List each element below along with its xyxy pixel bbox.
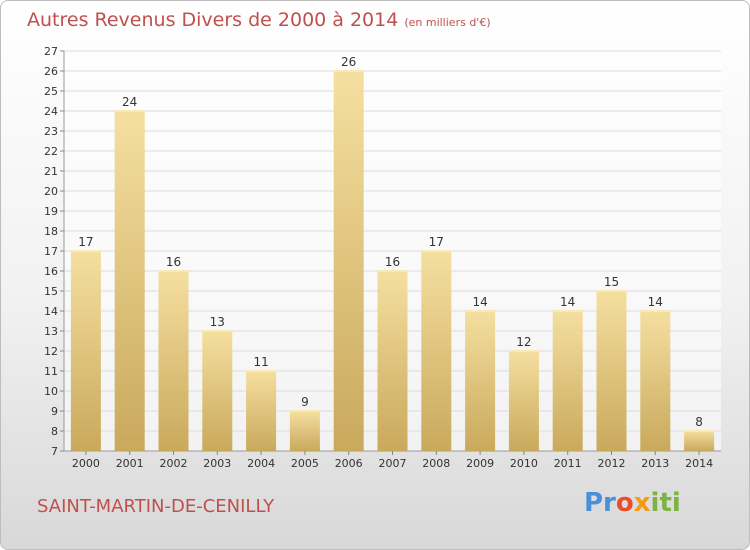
data-label: 8: [695, 415, 703, 429]
y-tick-label: 26: [44, 65, 58, 78]
x-tick-label: 2007: [379, 457, 407, 470]
x-tick-label: 2003: [203, 457, 231, 470]
x-tick-label: 2005: [291, 457, 319, 470]
data-label: 17: [78, 235, 93, 249]
y-tick-label: 8: [51, 425, 58, 438]
x-tick-label: 2002: [160, 457, 188, 470]
data-label: 13: [210, 315, 225, 329]
bar: [289, 411, 320, 451]
x-tick-label: 2014: [685, 457, 713, 470]
bar: [552, 311, 583, 451]
data-label: 16: [385, 255, 400, 269]
y-tick-label: 17: [44, 245, 58, 258]
data-label: 26: [341, 55, 356, 69]
x-tick-label: 2013: [641, 457, 669, 470]
data-label: 14: [472, 295, 487, 309]
bar: [421, 251, 452, 451]
data-label: 24: [122, 95, 137, 109]
bar: [596, 291, 627, 451]
y-tick-label: 18: [44, 225, 58, 238]
data-label: 14: [560, 295, 575, 309]
x-tick-label: 2009: [466, 457, 494, 470]
data-label: 9: [301, 395, 309, 409]
y-tick-label: 21: [44, 165, 58, 178]
bar: [684, 431, 715, 451]
bar: [465, 311, 496, 451]
y-tick-label: 11: [44, 365, 58, 378]
y-tick-label: 20: [44, 185, 58, 198]
chart-title: Autres Revenus Divers de 2000 à 2014 (en …: [27, 9, 491, 31]
y-tick-label: 25: [44, 85, 58, 98]
x-tick-label: 2006: [335, 457, 363, 470]
data-label: 12: [516, 335, 531, 349]
x-tick-label: 2012: [598, 457, 626, 470]
chart-subtitle: (en milliers d'€): [404, 16, 491, 29]
city-name: SAINT-MARTIN-DE-CENILLY: [37, 496, 275, 517]
data-label: 15: [604, 275, 619, 289]
y-tick-label: 23: [44, 125, 58, 138]
y-tick-label: 7: [51, 445, 58, 458]
y-tick-label: 14: [44, 305, 58, 318]
y-tick-label: 27: [44, 45, 58, 58]
bar: [114, 111, 145, 451]
x-tick-label: 2010: [510, 457, 538, 470]
data-label: 14: [648, 295, 663, 309]
proxiti-logo: Proxiti: [584, 488, 681, 518]
x-tick-label: 2008: [422, 457, 450, 470]
data-label: 17: [429, 235, 444, 249]
bar: [333, 71, 364, 451]
y-tick-label: 22: [44, 145, 58, 158]
bar: [202, 331, 233, 451]
y-tick-label: 16: [44, 265, 58, 278]
y-tick-label: 13: [44, 325, 58, 338]
bar: [640, 311, 671, 451]
y-tick-label: 24: [44, 105, 58, 118]
data-label: 11: [253, 355, 268, 369]
y-tick-label: 19: [44, 205, 58, 218]
bar: [70, 251, 101, 451]
x-tick-label: 2004: [247, 457, 275, 470]
bar: [158, 271, 189, 451]
bar: [377, 271, 408, 451]
chart-title-text: Autres Revenus Divers de 2000 à 2014: [27, 9, 399, 31]
bar: [508, 351, 539, 451]
x-tick-label: 2011: [554, 457, 582, 470]
data-label: 16: [166, 255, 181, 269]
y-tick-label: 9: [51, 405, 58, 418]
y-tick-label: 15: [44, 285, 58, 298]
x-tick-label: 2001: [116, 457, 144, 470]
x-tick-label: 2000: [72, 457, 100, 470]
y-tick-label: 12: [44, 345, 58, 358]
bar: [246, 371, 277, 451]
y-tick-label: 10: [44, 385, 58, 398]
